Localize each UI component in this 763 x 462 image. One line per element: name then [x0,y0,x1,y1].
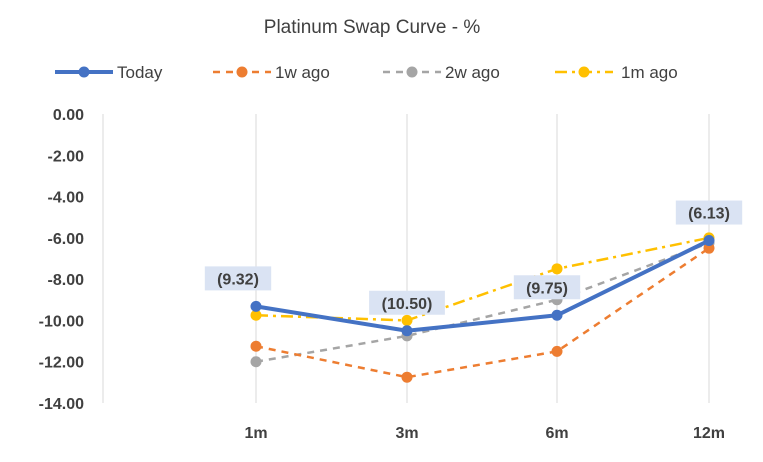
y-tick-label: 0.00 [53,107,84,124]
legend-label: 1m ago [621,63,678,82]
series-layer [250,232,715,383]
axes: 0.00 -2.00 -4.00 -6.00 -8.00 -10.00 -12.00 -14.… [39,107,725,442]
data-label: (9.75) [526,280,568,297]
y-tick-label: -4.00 [48,190,85,207]
data-point [401,325,413,337]
data-point [401,314,413,326]
x-tick-label: 3m [395,425,418,442]
x-tick-label: 6m [545,425,568,442]
data-point [401,371,413,383]
series-line [255,247,710,379]
data-label-box [204,266,272,291]
data-label: (6.13) [688,206,730,223]
data-point [250,300,262,312]
x-tick-label: 12m [693,425,725,442]
data-labels: (9.32) (10.50) (9.75) (6.13) [204,200,743,315]
data-point [250,356,262,368]
y-tick-label: -12.00 [39,355,84,372]
legend-item-1m-ago: 1m ago [555,63,678,82]
series-line [255,236,710,322]
data-point [703,235,715,247]
y-tick-label: -2.00 [48,148,85,165]
legend: Today 1w ago 2w ago 1m ago [55,63,678,82]
data-label: (9.32) [217,271,259,288]
x-tick-label: 1m [244,425,267,442]
data-label-box [675,200,743,225]
data-point [703,242,715,254]
legend-label: 1w ago [275,63,330,82]
y-tick-label: -6.00 [48,231,85,248]
data-point [250,309,262,321]
series-today [250,235,715,337]
data-point [551,309,563,321]
legend-marker [78,66,90,78]
legend-item-today: Today [55,63,163,82]
series-line [255,241,710,363]
y-tick-label: -10.00 [39,313,84,330]
series-2w-ago [250,237,715,368]
legend-marker [236,66,248,78]
legend-marker [578,66,590,78]
data-label: (10.50) [382,296,433,313]
data-point [551,263,563,275]
legend-label: Today [117,63,163,82]
chart-title: Platinum Swap Curve - % [264,17,481,38]
series-1w-ago [250,242,715,383]
legend-item-1w-ago: 1w ago [213,63,330,82]
legend-item-2w-ago: 2w ago [383,63,500,82]
y-tick-label: -14.00 [39,396,84,413]
series-1m-ago [250,232,715,326]
legend-label: 2w ago [445,63,500,82]
data-point [250,340,262,352]
series-line [255,238,710,333]
data-point [551,345,563,357]
data-label-box [513,275,581,300]
y-tick-label: -8.00 [48,272,85,289]
legend-marker [406,66,418,78]
data-label-box [369,290,445,315]
